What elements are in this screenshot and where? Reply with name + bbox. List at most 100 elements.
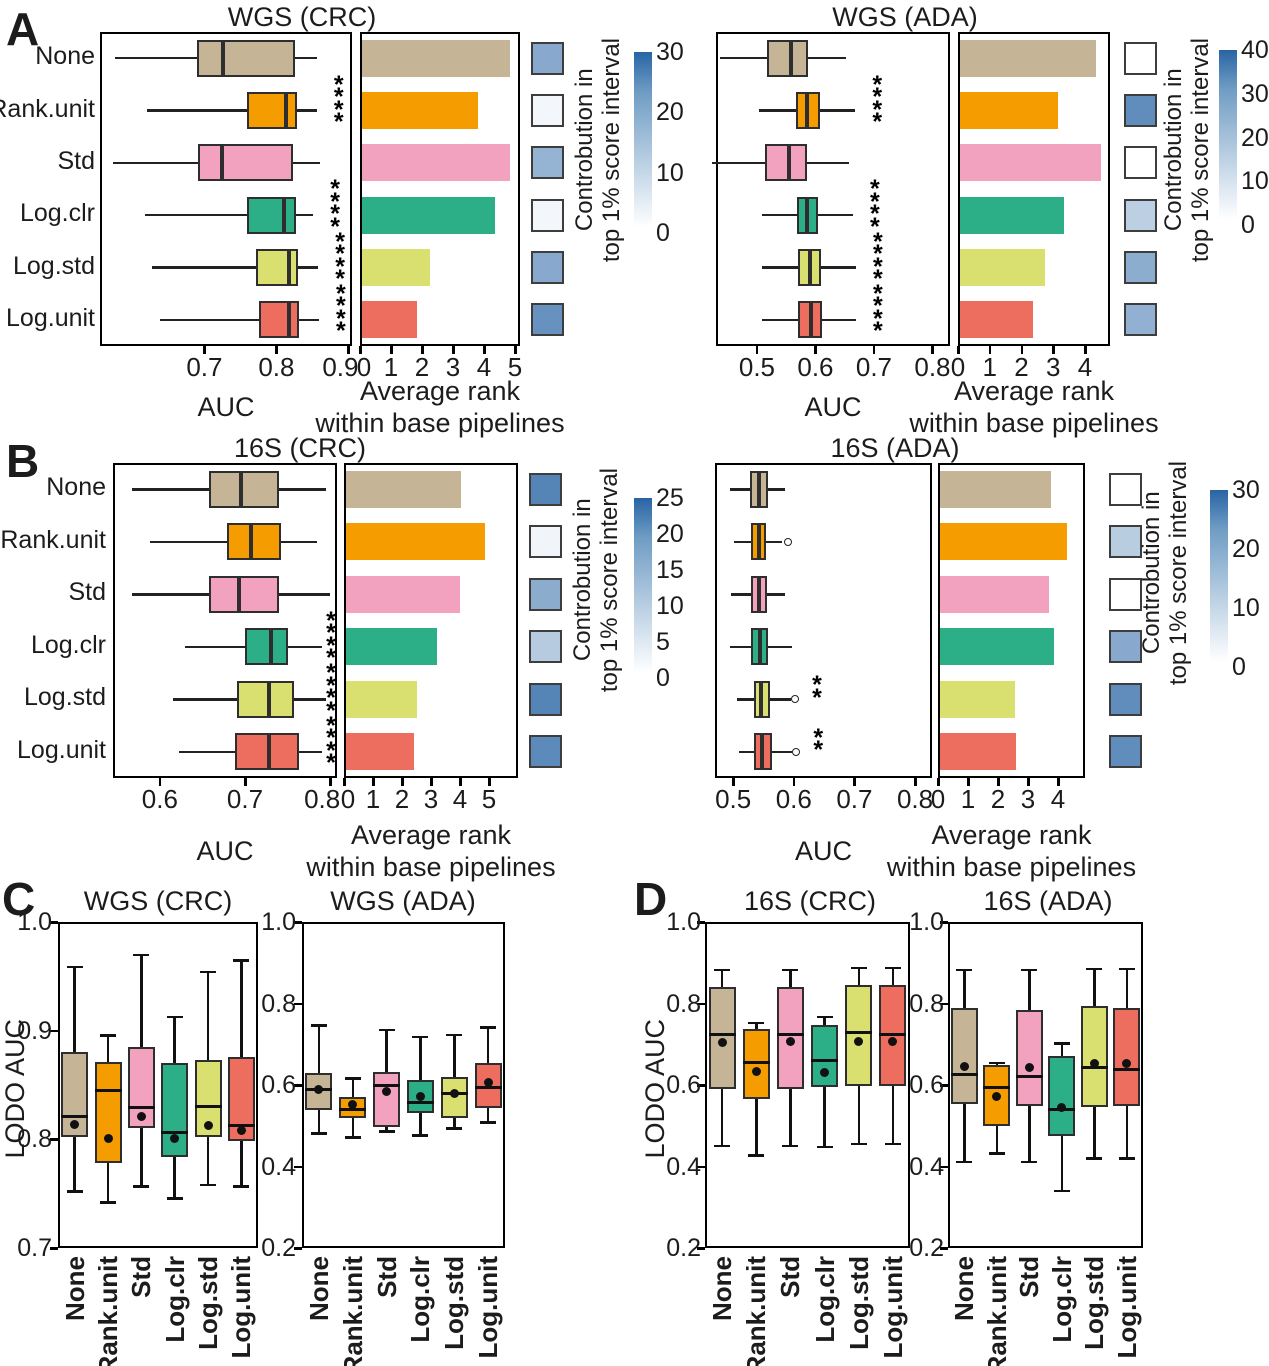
y-tick (50, 1029, 58, 1033)
x-tick-label: 3 (1020, 784, 1036, 814)
x-tick-label: 0 (340, 784, 356, 814)
bar (362, 39, 511, 77)
median-line (221, 39, 226, 77)
category-label: Std (1014, 1256, 1045, 1298)
mean-dot (236, 1126, 246, 1136)
whisker-cap (166, 1015, 183, 1019)
significance-stars: * * * * (335, 227, 346, 293)
contribution-square (1123, 94, 1157, 127)
whisker-cap (233, 1185, 250, 1188)
x-tick-label: 3 (423, 784, 439, 814)
x-axis-label-rank-2: within base pipelines (909, 408, 1159, 438)
box (256, 249, 298, 286)
whisker-cap (412, 1035, 429, 1039)
bar (346, 470, 462, 508)
whisker-cap (816, 1015, 833, 1019)
significance-stars: * * * * (336, 279, 346, 346)
bar (362, 196, 495, 234)
box (245, 628, 289, 666)
x-axis-label-rank-1: Average rank (953, 376, 1115, 406)
whisker-cap (378, 1028, 395, 1032)
outlier-point (792, 747, 801, 756)
x-tick (514, 346, 517, 354)
whisker-cap (748, 1021, 765, 1025)
whisker-cap (233, 959, 250, 962)
boxplot-frame (302, 922, 505, 1248)
x-tick (988, 346, 992, 354)
significance-stars: * * * * (872, 70, 883, 136)
colorbar-tick-label: 20 (1241, 123, 1269, 152)
panel-letter-c: C (2, 873, 36, 925)
x-tick (452, 346, 455, 354)
significance-stars: * * * * (872, 279, 883, 346)
box (234, 733, 299, 771)
mean-dot (1024, 1062, 1034, 1072)
contribution-square (528, 630, 562, 664)
whisker-cap (446, 1033, 463, 1037)
category-label: Log.std (12, 251, 95, 280)
category-label: Log.unit (877, 1256, 908, 1359)
x-tick (1020, 346, 1023, 354)
contribution-square (528, 525, 562, 559)
median-line (804, 92, 809, 129)
x-axis-label-rank-2: within base pipelines (886, 852, 1137, 882)
x-tick-label: 3 (1046, 352, 1061, 382)
x-tick (914, 778, 917, 786)
chart-title: 16S (ADA) (983, 886, 1113, 916)
whisker (151, 266, 319, 269)
x-axis-label-rank-1: Average rank (350, 820, 512, 850)
contribution-square (1123, 198, 1157, 232)
x-tick-label: 2 (414, 352, 430, 382)
y-tick (50, 1247, 58, 1250)
mean-dot (854, 1036, 864, 1046)
colorbar (1219, 50, 1237, 225)
whisker-cap (133, 953, 150, 957)
x-tick-label: 0.5 (715, 784, 752, 814)
median-line (266, 733, 271, 771)
category-label: Log.std (439, 1256, 470, 1350)
category-label: Log.clr (159, 1256, 190, 1343)
chart-title: WGS (ADA) (832, 2, 978, 32)
bar (940, 575, 1049, 613)
colorbar-label: Controbution in top 1% score interval (1138, 461, 1192, 686)
category-label: Std (57, 146, 95, 175)
significance-stars: * * * * (333, 70, 344, 136)
bar (346, 523, 485, 561)
x-tick-label: 0.5 (738, 352, 776, 382)
whisker (146, 109, 317, 112)
x-tick-label: 0.8 (914, 352, 951, 382)
bar (940, 628, 1054, 666)
x-tick (421, 346, 424, 354)
y-tick-label: 0.6 (261, 1071, 296, 1099)
mean-dot (959, 1061, 969, 1071)
box (845, 984, 873, 1086)
category-label: Log.clr (30, 630, 106, 659)
category-label: None (949, 1256, 980, 1321)
median-line (281, 196, 286, 234)
y-tick-label: 0.2 (666, 1234, 701, 1262)
whisker-cap (344, 1136, 361, 1139)
mean-dot (1057, 1102, 1067, 1112)
colorbar-tick-label: 10 (656, 592, 684, 620)
bar (960, 196, 1065, 234)
contribution-square (528, 472, 562, 506)
median-line (845, 1030, 873, 1034)
contribution-square (1123, 146, 1157, 180)
median-line (406, 1101, 434, 1105)
contribution-square (528, 682, 562, 716)
bar (362, 92, 478, 129)
y-tick (697, 1002, 705, 1005)
chart-title: WGS (ADA) (330, 886, 476, 916)
contribution-square (1108, 577, 1142, 611)
boxplot-frame (100, 32, 352, 346)
category-label: Rank.unit (0, 525, 106, 554)
x-tick (347, 346, 350, 354)
x-axis-label-rank-2: within base pipelines (315, 408, 565, 438)
category-label: Std (371, 1256, 402, 1298)
y-tick-label: 1.0 (666, 908, 701, 936)
y-tick (940, 1002, 948, 1005)
category-label: Log.std (1079, 1256, 1110, 1350)
median-line (127, 1106, 155, 1110)
bar (940, 523, 1067, 561)
mean-dot (888, 1036, 898, 1046)
